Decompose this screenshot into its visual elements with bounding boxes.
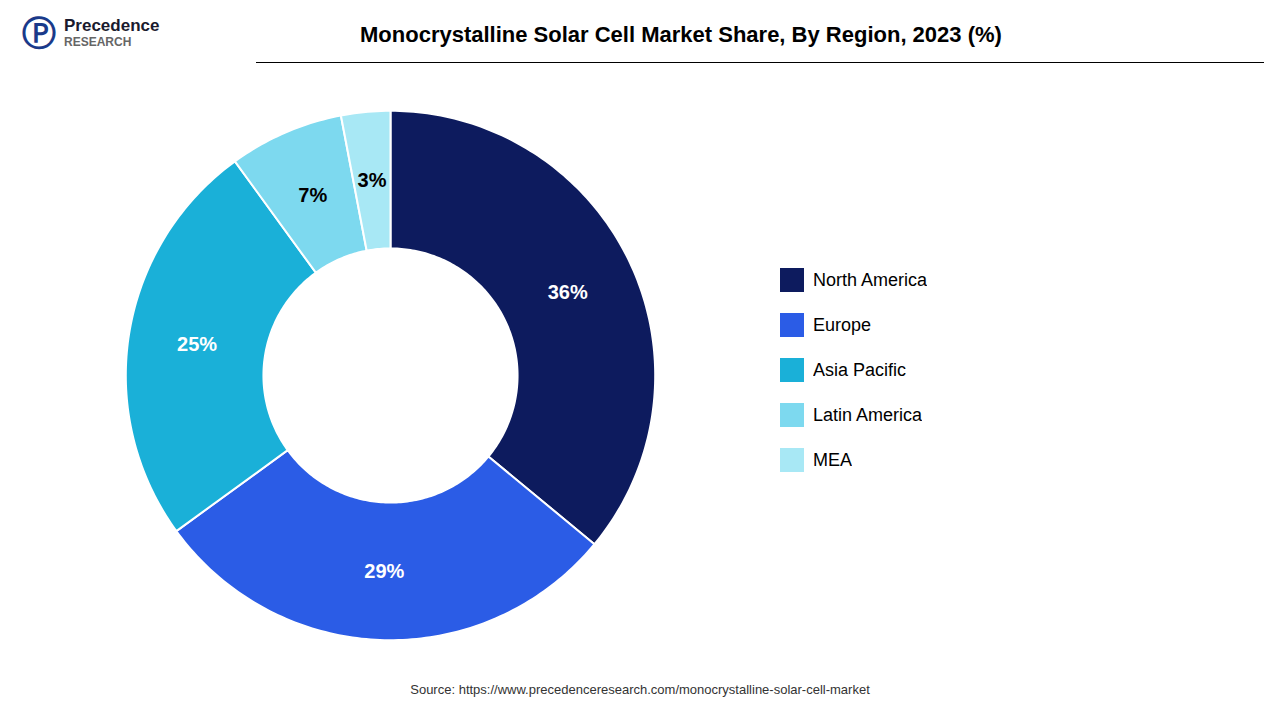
html-text:North America: North America — [813, 270, 927, 290]
svg-text:29%: 29% — [364, 560, 404, 582]
svg-text:3%: 3% — [358, 169, 387, 191]
svg-text:7%: 7% — [298, 184, 327, 206]
svg-text:36%: 36% — [548, 280, 588, 302]
html-text:Latin America: Latin America — [813, 405, 923, 425]
html-text:RESEARCH: RESEARCH — [64, 34, 132, 49]
html-text:Source: https://www.precedence: Source: https://www.precedenceresearch.c… — [410, 682, 870, 697]
html-text:Monocrystalline Solar Cell Mar: Monocrystalline Solar Cell Market Share,… — [360, 22, 1002, 47]
html-text:Asia Pacific: Asia Pacific — [813, 360, 906, 380]
html-text:Europe: Europe — [813, 315, 871, 335]
html-text:MEA: MEA — [813, 450, 852, 470]
svg-text:25%: 25% — [177, 333, 217, 355]
html-text:Ⓟ Precedence: Ⓟ Precedence — [22, 13, 160, 53]
